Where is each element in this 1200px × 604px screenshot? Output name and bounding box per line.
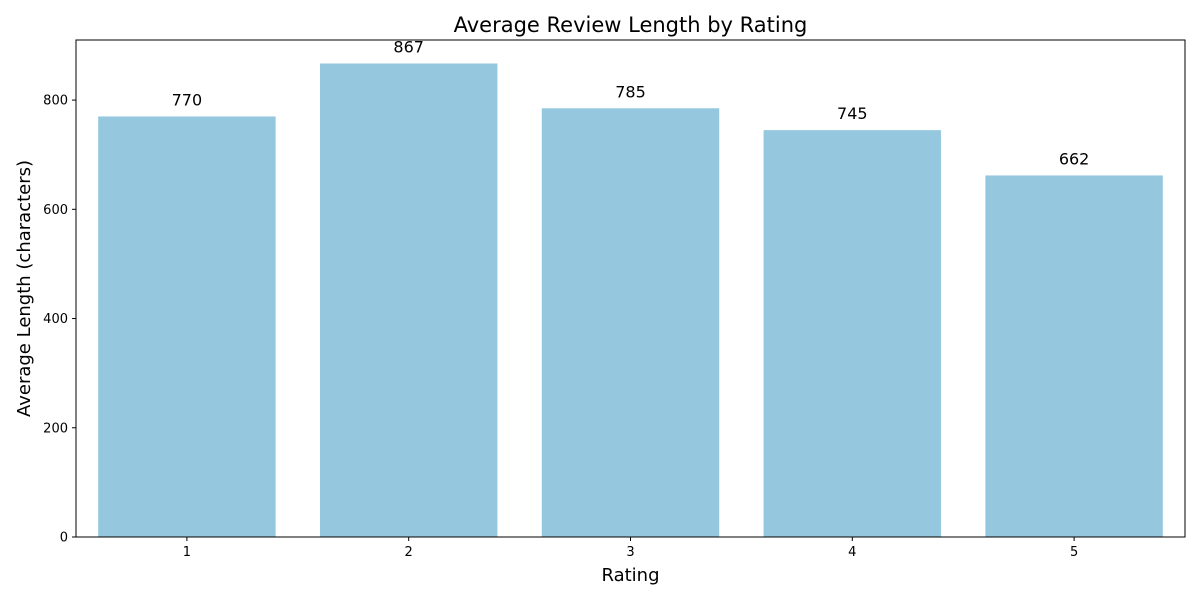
x-tick-label: 3 bbox=[626, 545, 634, 560]
bar-rating-2 bbox=[319, 63, 498, 537]
y-tick-label: 200 bbox=[43, 421, 68, 436]
y-axis-label: Average Length (characters) bbox=[14, 160, 35, 417]
bars-group bbox=[98, 63, 1163, 538]
x-tick-label: 1 bbox=[183, 545, 191, 560]
y-tick-label: 600 bbox=[43, 203, 68, 218]
x-axis-ticks: 1 2 3 4 5 bbox=[183, 537, 1078, 560]
y-tick-label: 800 bbox=[43, 94, 68, 109]
x-tick-label: 2 bbox=[405, 545, 413, 560]
data-label-rating-4: 745 bbox=[837, 104, 868, 123]
data-labels-group: 770 867 785 745 662 bbox=[172, 37, 1090, 168]
y-tick-label: 0 bbox=[60, 531, 68, 546]
data-label-rating-1: 770 bbox=[172, 90, 203, 109]
x-tick-label: 4 bbox=[848, 545, 856, 560]
bar-rating-3 bbox=[541, 108, 720, 538]
data-label-rating-2: 867 bbox=[393, 37, 424, 56]
data-label-rating-5: 662 bbox=[1059, 149, 1090, 168]
y-axis-ticks: 0 200 400 600 800 bbox=[43, 94, 76, 546]
x-tick-label: 5 bbox=[1070, 545, 1078, 560]
bar-rating-5 bbox=[985, 175, 1163, 537]
x-axis-label: Rating bbox=[601, 565, 659, 586]
bar-rating-4 bbox=[763, 130, 942, 537]
bar-rating-1 bbox=[98, 116, 276, 537]
y-tick-label: 400 bbox=[43, 312, 68, 327]
data-label-rating-3: 785 bbox=[615, 82, 646, 101]
chart-title: Average Review Length by Rating bbox=[454, 13, 808, 37]
